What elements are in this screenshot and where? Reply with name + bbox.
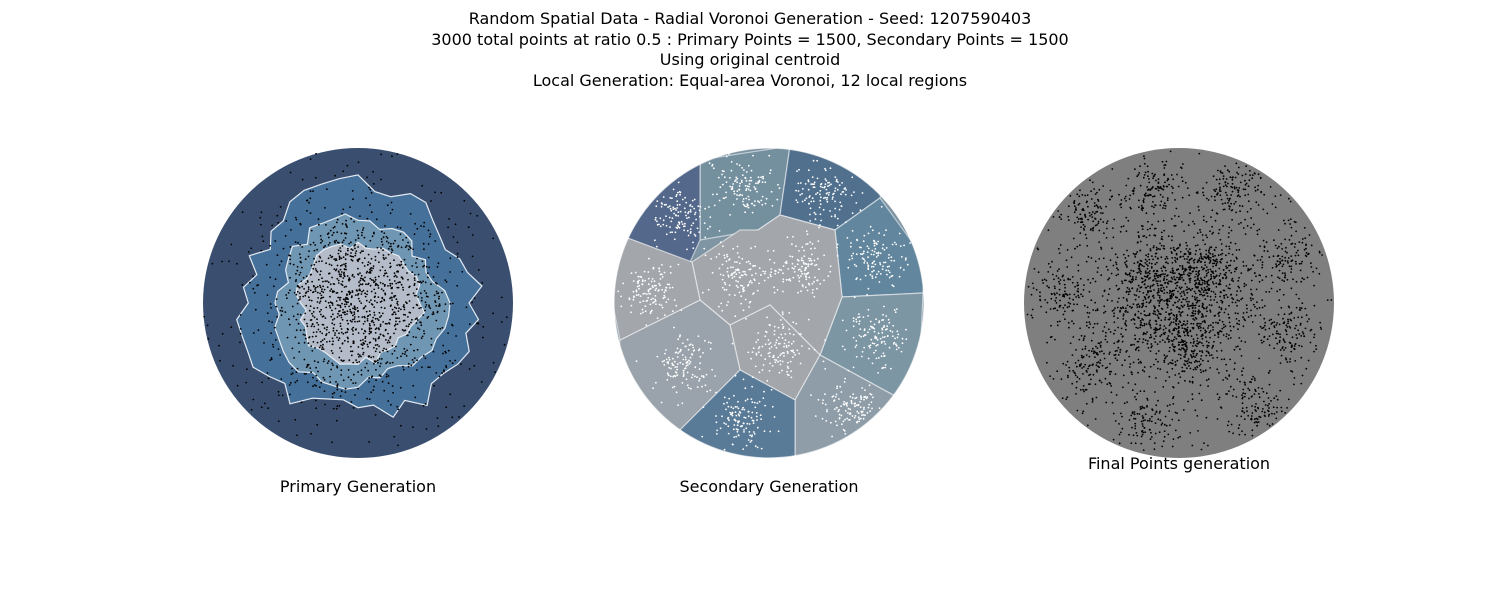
primary-generation-label: Primary Generation (279, 477, 437, 496)
secondary-points (617, 153, 911, 451)
final-points (1026, 150, 1333, 451)
figure-title: Random Spatial Data - Radial Voronoi Gen… (0, 9, 1500, 91)
primary-generation-panel (203, 148, 513, 458)
title-line-4: Local Generation: Equal-area Voronoi, 12… (532, 70, 968, 90)
final-points-panel (1024, 148, 1334, 458)
primary-ring (295, 241, 426, 366)
primary-rings (236, 174, 483, 419)
title-line-1: Random Spatial Data - Radial Voronoi Gen… (468, 9, 1032, 28)
secondary-generation-label: Secondary Generation (679, 477, 859, 496)
final-points-generation-label: Final Points generation (1087, 454, 1271, 473)
primary-points (203, 152, 508, 447)
title-line-3: Using original centroid (659, 50, 841, 69)
secondary-regions (614, 148, 924, 458)
final-disk (1024, 148, 1334, 458)
title-line-2: 3000 total points at ratio 0.5 : Primary… (431, 29, 1069, 49)
secondary-generation-panel (613, 147, 925, 459)
